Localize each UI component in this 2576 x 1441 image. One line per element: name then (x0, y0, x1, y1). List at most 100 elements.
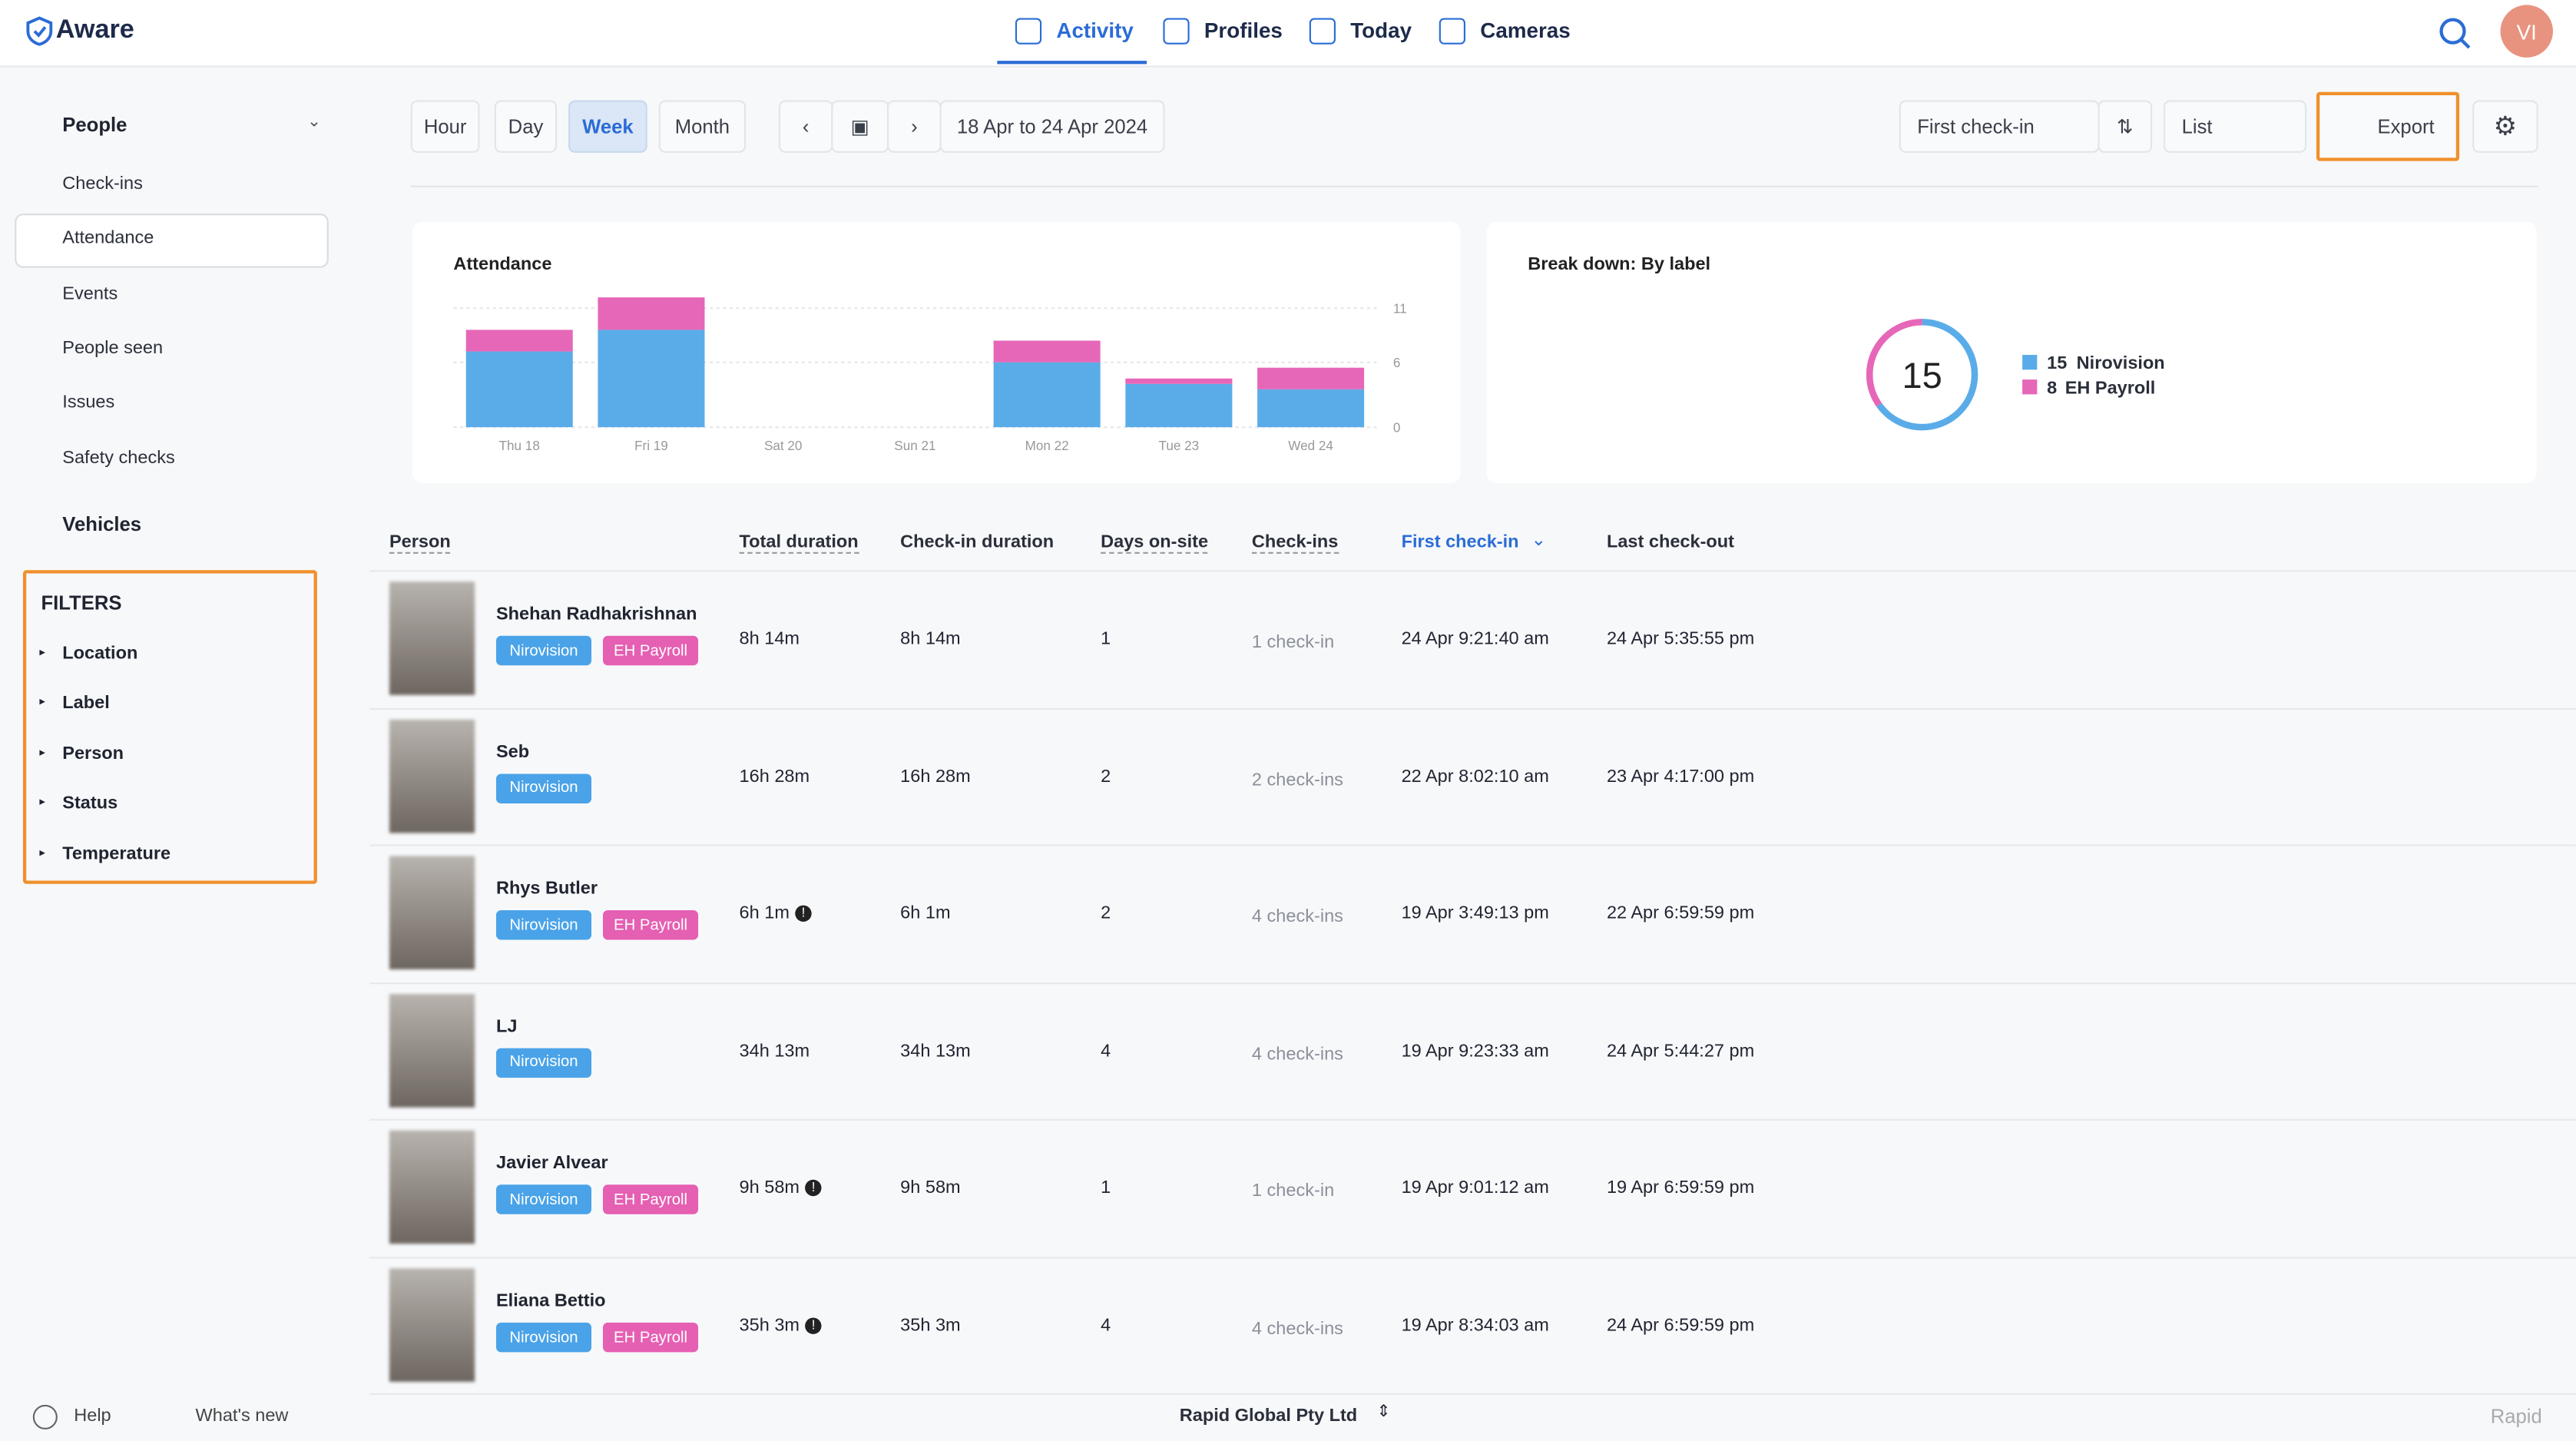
caret: ▸ (39, 797, 45, 809)
legend-swatch (2022, 379, 2038, 395)
column-header[interactable]: Total duration (739, 532, 859, 554)
checkins[interactable]: 2 check-ins (1251, 770, 1343, 790)
person-name[interactable]: Seb (495, 741, 530, 762)
nav-item[interactable]: Safety checks (62, 448, 175, 469)
first-checkin: 19 Apr 3:49:13 pm (1401, 903, 1549, 924)
last-checkout: 22 Apr 6:59:59 pm (1606, 903, 1755, 924)
checkin-duration: 6h 1m (900, 903, 951, 924)
label-tag: Nirovision (495, 910, 592, 940)
nav-item[interactable]: People seen (62, 338, 164, 359)
filter-item[interactable]: Location (62, 644, 138, 664)
avatar[interactable]: VI (2500, 5, 2554, 58)
nav-item[interactable]: Attendance (62, 228, 154, 248)
bar-segment (1257, 389, 1365, 428)
filter-item[interactable]: Label (62, 693, 110, 714)
row-divider (369, 1393, 2576, 1396)
bar-segment (993, 340, 1101, 363)
chevron: ⌄ (306, 113, 321, 132)
bar-segment (465, 351, 573, 428)
person-name[interactable]: Shehan Radhakrishnan (495, 605, 697, 624)
calendar-button[interactable]: ▣ (831, 100, 889, 153)
checkins[interactable]: 4 check-ins (1251, 907, 1343, 927)
company-select[interactable]: Rapid Global Pty Ltd (1179, 1406, 1358, 1426)
checkins[interactable]: 1 check-in (1251, 632, 1335, 653)
settings-button[interactable]: ⚙ (2472, 100, 2538, 153)
column-header[interactable]: Check-in duration (900, 532, 1055, 552)
filter-item[interactable]: Temperature (62, 844, 171, 865)
legend-value: 8 (2047, 377, 2057, 397)
caret: ▸ (39, 647, 45, 659)
search-icon[interactable] (2438, 16, 2471, 49)
person-name[interactable]: Rhys Butler (495, 879, 598, 899)
view-select[interactable]: List (2164, 100, 2307, 153)
filters-highlight (22, 570, 317, 884)
column-header[interactable]: Last check-out (1606, 532, 1735, 552)
x-tick-label: Tue 23 (1159, 439, 1200, 453)
column-header[interactable]: Person (389, 532, 451, 554)
x-tick-label: Thu 18 (499, 439, 540, 453)
person-name[interactable]: Javier Alvear (495, 1154, 608, 1174)
export-button[interactable]: Export (2316, 91, 2460, 161)
sort-chevron: ⌄ (1531, 530, 1547, 551)
selected-nav-bg (15, 214, 329, 268)
label-tag: Nirovision (495, 1322, 592, 1353)
checkin-duration: 35h 3m (900, 1316, 961, 1337)
days-on-site: 4 (1101, 1316, 1111, 1337)
x-tick-label: Mon 22 (1025, 439, 1069, 453)
row-divider (369, 844, 2576, 846)
y-tick-label: 11 (1393, 302, 1407, 316)
total-duration: 34h 13m (739, 1041, 810, 1062)
warning-icon: ! (805, 1317, 822, 1334)
warning-icon: ! (805, 1180, 822, 1198)
sort-select[interactable]: First check-in (1899, 100, 2100, 153)
whats-new-link[interactable]: What's new (195, 1406, 289, 1426)
nav-item[interactable]: Issues (62, 393, 115, 412)
range-button[interactable]: Week (568, 100, 647, 153)
next-button[interactable]: › (887, 100, 942, 153)
x-tick-label: Sun 21 (894, 439, 935, 453)
person-name[interactable]: LJ (495, 1016, 518, 1037)
help-link[interactable]: Help (74, 1406, 111, 1426)
sort-direction[interactable]: ⇅ (2098, 100, 2153, 153)
checkins[interactable]: 4 check-ins (1251, 1044, 1343, 1065)
nav-tab[interactable]: Profiles (1204, 18, 1283, 43)
checkin-duration: 9h 58m (900, 1178, 961, 1199)
row-divider (369, 570, 2576, 572)
caret: ▸ (39, 847, 45, 860)
bar-segment (598, 297, 705, 330)
filter-item[interactable]: Status (62, 793, 118, 813)
nav-tab[interactable]: Activity (1056, 18, 1134, 43)
chart-title: Break down: By label (1528, 253, 1710, 273)
filter-item[interactable]: Person (62, 744, 124, 764)
section-title[interactable]: Vehicles (62, 512, 142, 536)
column-header[interactable]: Check-ins (1251, 532, 1339, 554)
nav-item[interactable]: Events (62, 284, 118, 304)
checkins[interactable]: 4 check-ins (1251, 1319, 1343, 1340)
nav-tab[interactable]: Cameras (1480, 18, 1571, 43)
label-tag: Nirovision (495, 635, 592, 666)
brand: Rapid (2490, 1404, 2542, 1428)
top-bar (0, 0, 2576, 68)
nav-tab[interactable]: Today (1350, 18, 1412, 43)
bar-segment (1125, 383, 1233, 428)
nav-item[interactable]: Check-ins (62, 174, 143, 194)
row-divider (369, 982, 2576, 984)
date-range[interactable]: 18 Apr to 24 Apr 2024 (939, 100, 1165, 153)
section-title[interactable]: People (62, 113, 127, 137)
range-button[interactable]: Hour (410, 100, 480, 153)
person-name[interactable]: Eliana Bettio (495, 1291, 606, 1311)
label-tag: Nirovision (495, 773, 592, 803)
range-button[interactable]: Day (494, 100, 558, 153)
range-button[interactable]: Month (658, 100, 747, 153)
column-header[interactable]: Days on-site (1101, 532, 1209, 554)
column-header[interactable]: First check-in (1401, 532, 1519, 552)
filters-title: FILTERS (41, 591, 122, 614)
warning-icon: ! (795, 905, 812, 923)
checkins[interactable]: 1 check-in (1251, 1181, 1335, 1202)
attendance-chart: Attendance 0 6 11 Thu 18 Fri 19 Sat 20 Sun 21 Mo… (453, 253, 1407, 453)
prev-button[interactable]: ‹ (778, 100, 833, 153)
tab-icon (1309, 18, 1336, 45)
person-photo (389, 993, 475, 1108)
y-tick-label: 6 (1393, 356, 1401, 370)
